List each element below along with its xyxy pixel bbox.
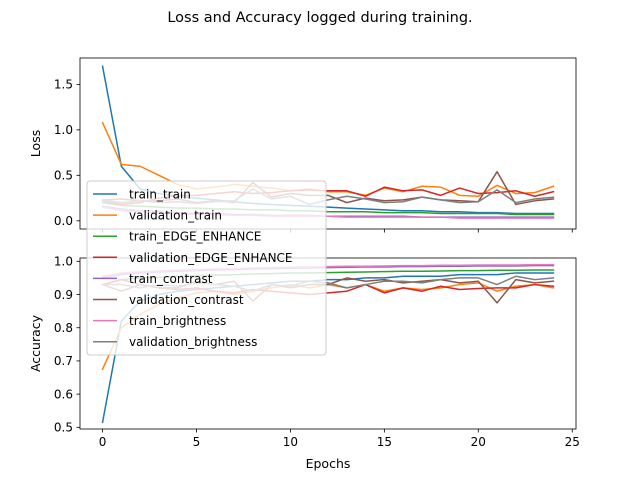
x-axis-label: Epochs [306, 456, 351, 471]
y-axis-label: Accuracy [28, 314, 43, 372]
legend-label: validation_brightness [129, 335, 257, 349]
y-tick-label: 0.5 [54, 421, 73, 435]
figure-title: Loss and Accuracy logged during training… [167, 10, 472, 26]
x-tick-label: 0 [99, 435, 107, 449]
legend-label: train_train [129, 188, 191, 202]
legend-label: validation_EDGE_ENHANCE [129, 251, 293, 265]
legend-label: validation_train [129, 209, 222, 223]
y-tick-label: 0.8 [54, 321, 73, 335]
y-tick-label: 1.5 [54, 78, 73, 92]
axes-frame [79, 57, 577, 230]
x-tick-label: 20 [471, 435, 486, 449]
legend-label: train_brightness [129, 314, 226, 328]
legend-label: train_EDGE_ENHANCE [129, 230, 261, 244]
y-tick-label: 0.5 [54, 169, 73, 183]
legend-label: validation_contrast [129, 293, 244, 307]
legend: train_train validation_train train_EDGE_EN… [86, 180, 327, 356]
legend-box [86, 180, 327, 356]
x-tick-label: 10 [283, 435, 298, 449]
x-tick-label: 25 [565, 435, 580, 449]
y-tick-label: 0.6 [54, 387, 73, 401]
y-tick-label: 0.7 [54, 354, 73, 368]
x-tick-label: 5 [193, 435, 201, 449]
axes-frame [79, 257, 577, 430]
y-tick-label: 1.0 [54, 255, 73, 269]
y-tick-label: 0.0 [54, 214, 73, 228]
x-tick-label: 15 [377, 435, 392, 449]
y-tick-label: 0.9 [54, 288, 73, 302]
y-tick-label: 1.0 [54, 123, 73, 137]
legend-label: train_contrast [129, 272, 213, 286]
y-axis-label: Loss [28, 130, 43, 157]
